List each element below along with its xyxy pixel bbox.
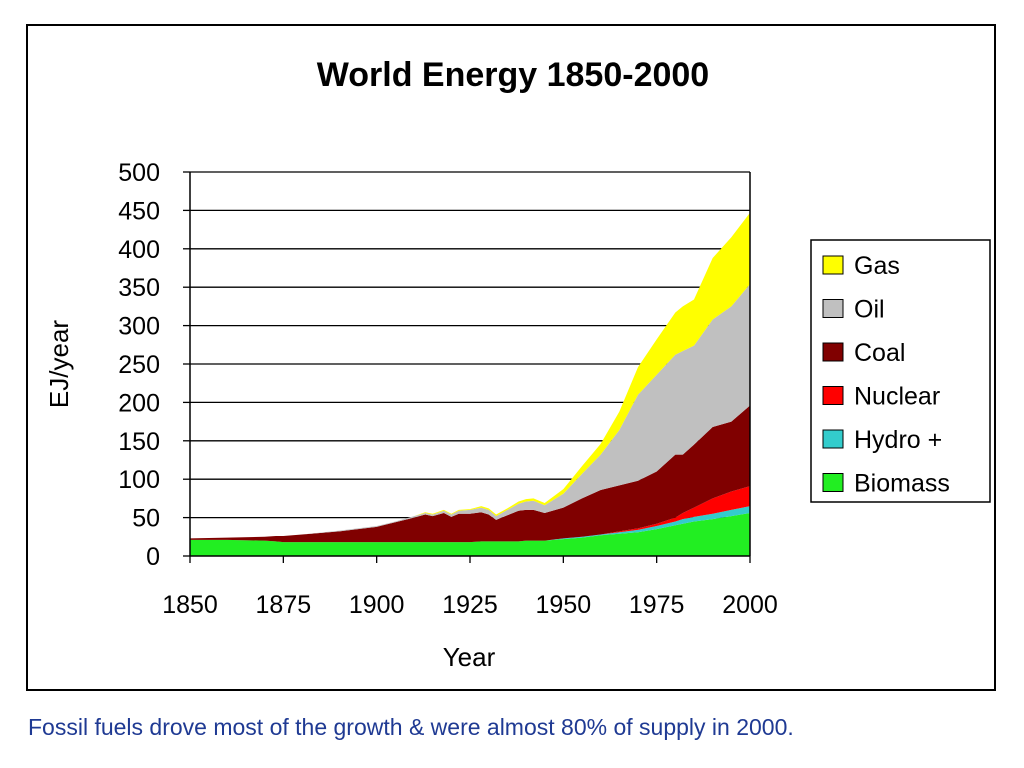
legend-swatch-nuclear xyxy=(822,386,844,405)
area-series-gas xyxy=(190,212,750,539)
y-tick-label-0: 0 xyxy=(146,543,160,571)
legend-swatch-biomass xyxy=(822,473,844,492)
x-axis-label: Year xyxy=(443,642,496,672)
y-tick-label-150: 150 xyxy=(118,428,160,456)
axes: 0 50 100 150 200 250 300 350 400 450 500 1850 1875 19… xyxy=(118,159,778,619)
legend-swatch-gas xyxy=(822,255,844,275)
x-tick-label-1925: 1925 xyxy=(442,591,498,619)
y-tick-label-500: 500 xyxy=(118,159,160,187)
legend-box xyxy=(810,239,991,503)
area-series-coal xyxy=(190,405,750,543)
legend-label-nuclear: Nuclear xyxy=(854,383,940,411)
area-series-oil xyxy=(190,284,750,539)
y-tick-label-300: 300 xyxy=(118,313,160,341)
legend-swatch-coal xyxy=(822,342,844,362)
legend: Gas Oil Coal Nuclear Hydro + Biomass xyxy=(810,239,991,503)
legend-label-hydro: Hydro + xyxy=(854,426,942,454)
chart-svg: World Energy 1850-2000 0 50 100 150 200 250 30… xyxy=(44,56,991,672)
slide-caption: Fossil fuels drove most of the growth & … xyxy=(28,714,794,740)
x-tick-label-1950: 1950 xyxy=(536,591,592,619)
y-tick-label-450: 450 xyxy=(118,197,160,225)
y-tick-label-200: 200 xyxy=(118,389,160,417)
legend-swatch-hydro xyxy=(822,429,844,449)
x-tick-label-1900: 1900 xyxy=(349,591,405,619)
legend-label-oil: Oil xyxy=(854,296,885,324)
legend-label-gas: Gas xyxy=(854,252,900,280)
y-tick-label-250: 250 xyxy=(118,351,160,379)
gridlines xyxy=(190,171,750,519)
legend-label-coal: Coal xyxy=(854,339,905,367)
x-tick-label-1875: 1875 xyxy=(256,591,312,619)
y-tick-label-100: 100 xyxy=(118,466,160,494)
stacked-areas xyxy=(190,212,750,556)
x-tick-label-2000: 2000 xyxy=(722,591,778,619)
legend-label-biomass: Biomass xyxy=(854,470,950,498)
x-tick-label-1975: 1975 xyxy=(629,591,685,619)
y-tick-label-50: 50 xyxy=(132,505,160,533)
y-tick-label-400: 400 xyxy=(118,236,160,264)
legend-swatch-oil xyxy=(822,299,844,318)
chart-title: World Energy 1850-2000 xyxy=(317,56,709,94)
y-axis-label: EJ/year xyxy=(44,320,74,408)
area-series-biomass xyxy=(190,512,750,556)
y-tick-label-350: 350 xyxy=(118,274,160,302)
chart-frame: World Energy 1850-2000 0 50 100 150 200 250 30… xyxy=(26,24,996,691)
x-tick-label-1850: 1850 xyxy=(162,591,218,619)
